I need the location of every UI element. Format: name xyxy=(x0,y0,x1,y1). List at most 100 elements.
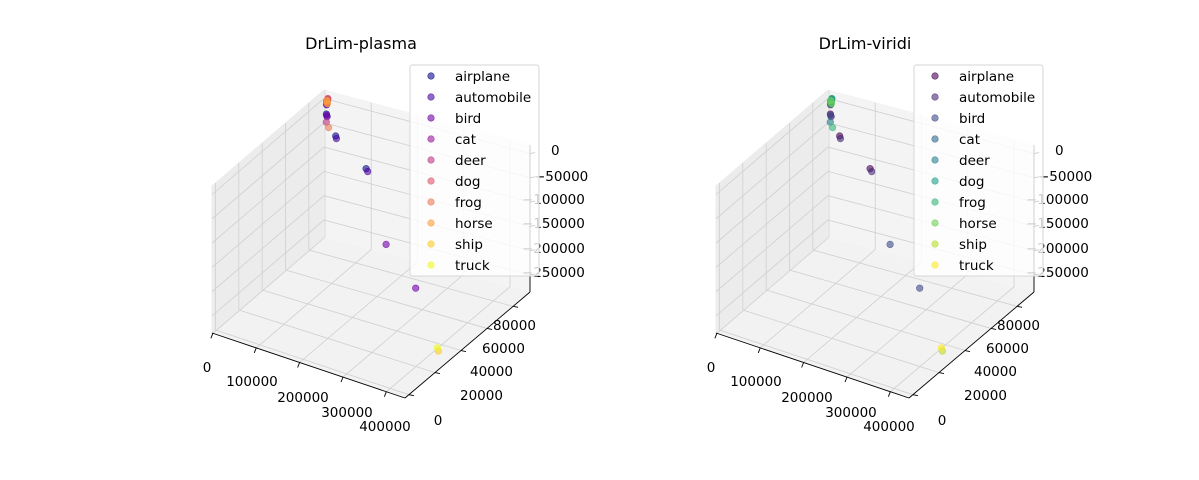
y-tick-label: 40000 xyxy=(974,364,1017,380)
grid-line xyxy=(308,249,514,307)
legend-marker xyxy=(931,177,939,185)
x-tick xyxy=(210,333,214,339)
y-tick-label: 20000 xyxy=(964,388,1007,404)
data-point-automobile xyxy=(836,135,845,143)
data-point-frog xyxy=(828,123,837,132)
legend-label: horse xyxy=(959,216,997,232)
legend-label: automobile xyxy=(455,90,531,106)
legend-marker xyxy=(931,261,939,269)
x-tick-label: 400000 xyxy=(863,419,915,435)
y-tick xyxy=(460,350,467,352)
y-tick-label: 80000 xyxy=(493,318,536,334)
x-tick xyxy=(340,376,344,383)
legend-label: cat xyxy=(455,132,476,148)
legend-box xyxy=(913,64,1044,277)
legend-label: bird xyxy=(959,111,985,127)
data-point-horse xyxy=(323,100,332,108)
y-tick xyxy=(512,305,519,308)
legend-label: truck xyxy=(959,258,994,274)
legend-marker xyxy=(427,93,435,101)
legend-label: ship xyxy=(959,237,987,253)
data-point-horse xyxy=(827,100,836,108)
y-tick-label: 40000 xyxy=(470,364,513,380)
legend-marker xyxy=(427,177,435,185)
x-tick-label: 0 xyxy=(707,360,716,376)
legend-marker xyxy=(931,156,939,164)
data-point-bird xyxy=(886,240,894,248)
legend-label: airplane xyxy=(455,69,510,85)
grid-line xyxy=(803,261,922,363)
grid-line xyxy=(719,329,914,396)
legend-marker xyxy=(931,240,939,248)
scatter-points xyxy=(322,94,443,355)
z-tick-label: −50000 xyxy=(1038,169,1092,185)
legend-label: truck xyxy=(455,258,490,274)
y-tick xyxy=(486,327,493,330)
z-tick-label: 0 xyxy=(1055,143,1064,159)
grid-line xyxy=(212,236,326,334)
data-point-bird xyxy=(412,284,420,292)
data-point-bird xyxy=(382,240,390,248)
x-tick-label: 100000 xyxy=(226,374,278,390)
grid-line xyxy=(789,269,992,329)
grid-line xyxy=(238,309,436,373)
legend-label: airplane xyxy=(959,69,1014,85)
legend-marker xyxy=(427,114,435,122)
data-point-bird xyxy=(323,111,331,119)
grid-line xyxy=(215,329,410,396)
legend-label: frog xyxy=(959,195,986,211)
x-tick xyxy=(844,376,848,383)
x-tick xyxy=(253,347,257,354)
grid-line xyxy=(255,249,372,349)
x-tick xyxy=(297,362,301,368)
grid-line xyxy=(386,286,511,393)
z-tick-label: 0 xyxy=(551,143,560,159)
grid-line xyxy=(342,274,465,378)
y-tick-label: 0 xyxy=(938,413,947,429)
legend-label: frog xyxy=(455,195,482,211)
x-tick xyxy=(801,362,805,368)
x-tick-label: 400000 xyxy=(359,419,411,435)
grid-line xyxy=(742,309,940,373)
x-tick xyxy=(757,347,761,354)
legend-marker xyxy=(931,93,939,101)
data-point-frog xyxy=(325,123,333,132)
legend: airplane automobile bird cat deer dog frog hors… xyxy=(913,64,1044,277)
x-tick-label: 100000 xyxy=(730,374,782,390)
legend-marker xyxy=(931,135,939,143)
x-tick xyxy=(714,333,718,339)
legend-marker xyxy=(931,114,939,122)
y-tick xyxy=(912,394,918,397)
grid-line xyxy=(846,274,969,378)
y-tick-label: 80000 xyxy=(997,318,1040,334)
data-point-truck xyxy=(937,344,946,352)
grid-line xyxy=(812,249,1018,307)
x-axis-line xyxy=(211,332,406,399)
legend-marker xyxy=(931,219,939,227)
grid-line xyxy=(759,249,876,349)
grid-line xyxy=(766,289,966,351)
grid-line xyxy=(262,289,462,351)
x-tick-label: 200000 xyxy=(781,390,833,406)
chart-title: DrLim-plasma xyxy=(305,34,417,53)
legend-marker xyxy=(427,135,435,143)
data-point-bird xyxy=(916,284,924,292)
legend-box xyxy=(409,64,540,277)
legend-label: automobile xyxy=(959,90,1035,106)
legend-label: deer xyxy=(959,153,990,169)
y-tick xyxy=(964,350,971,352)
grid-line xyxy=(299,261,418,363)
data-point-automobile xyxy=(364,168,372,176)
grid-line xyxy=(285,269,488,329)
y-axis-line xyxy=(908,291,1035,399)
legend-label: bird xyxy=(455,111,481,127)
z-tick-label: −50000 xyxy=(534,169,588,185)
data-point-truck xyxy=(433,344,442,352)
legend-marker xyxy=(427,198,435,206)
legend-label: horse xyxy=(455,216,493,232)
legend-marker xyxy=(427,219,435,227)
y-tick xyxy=(938,372,945,375)
y-tick xyxy=(434,372,441,375)
